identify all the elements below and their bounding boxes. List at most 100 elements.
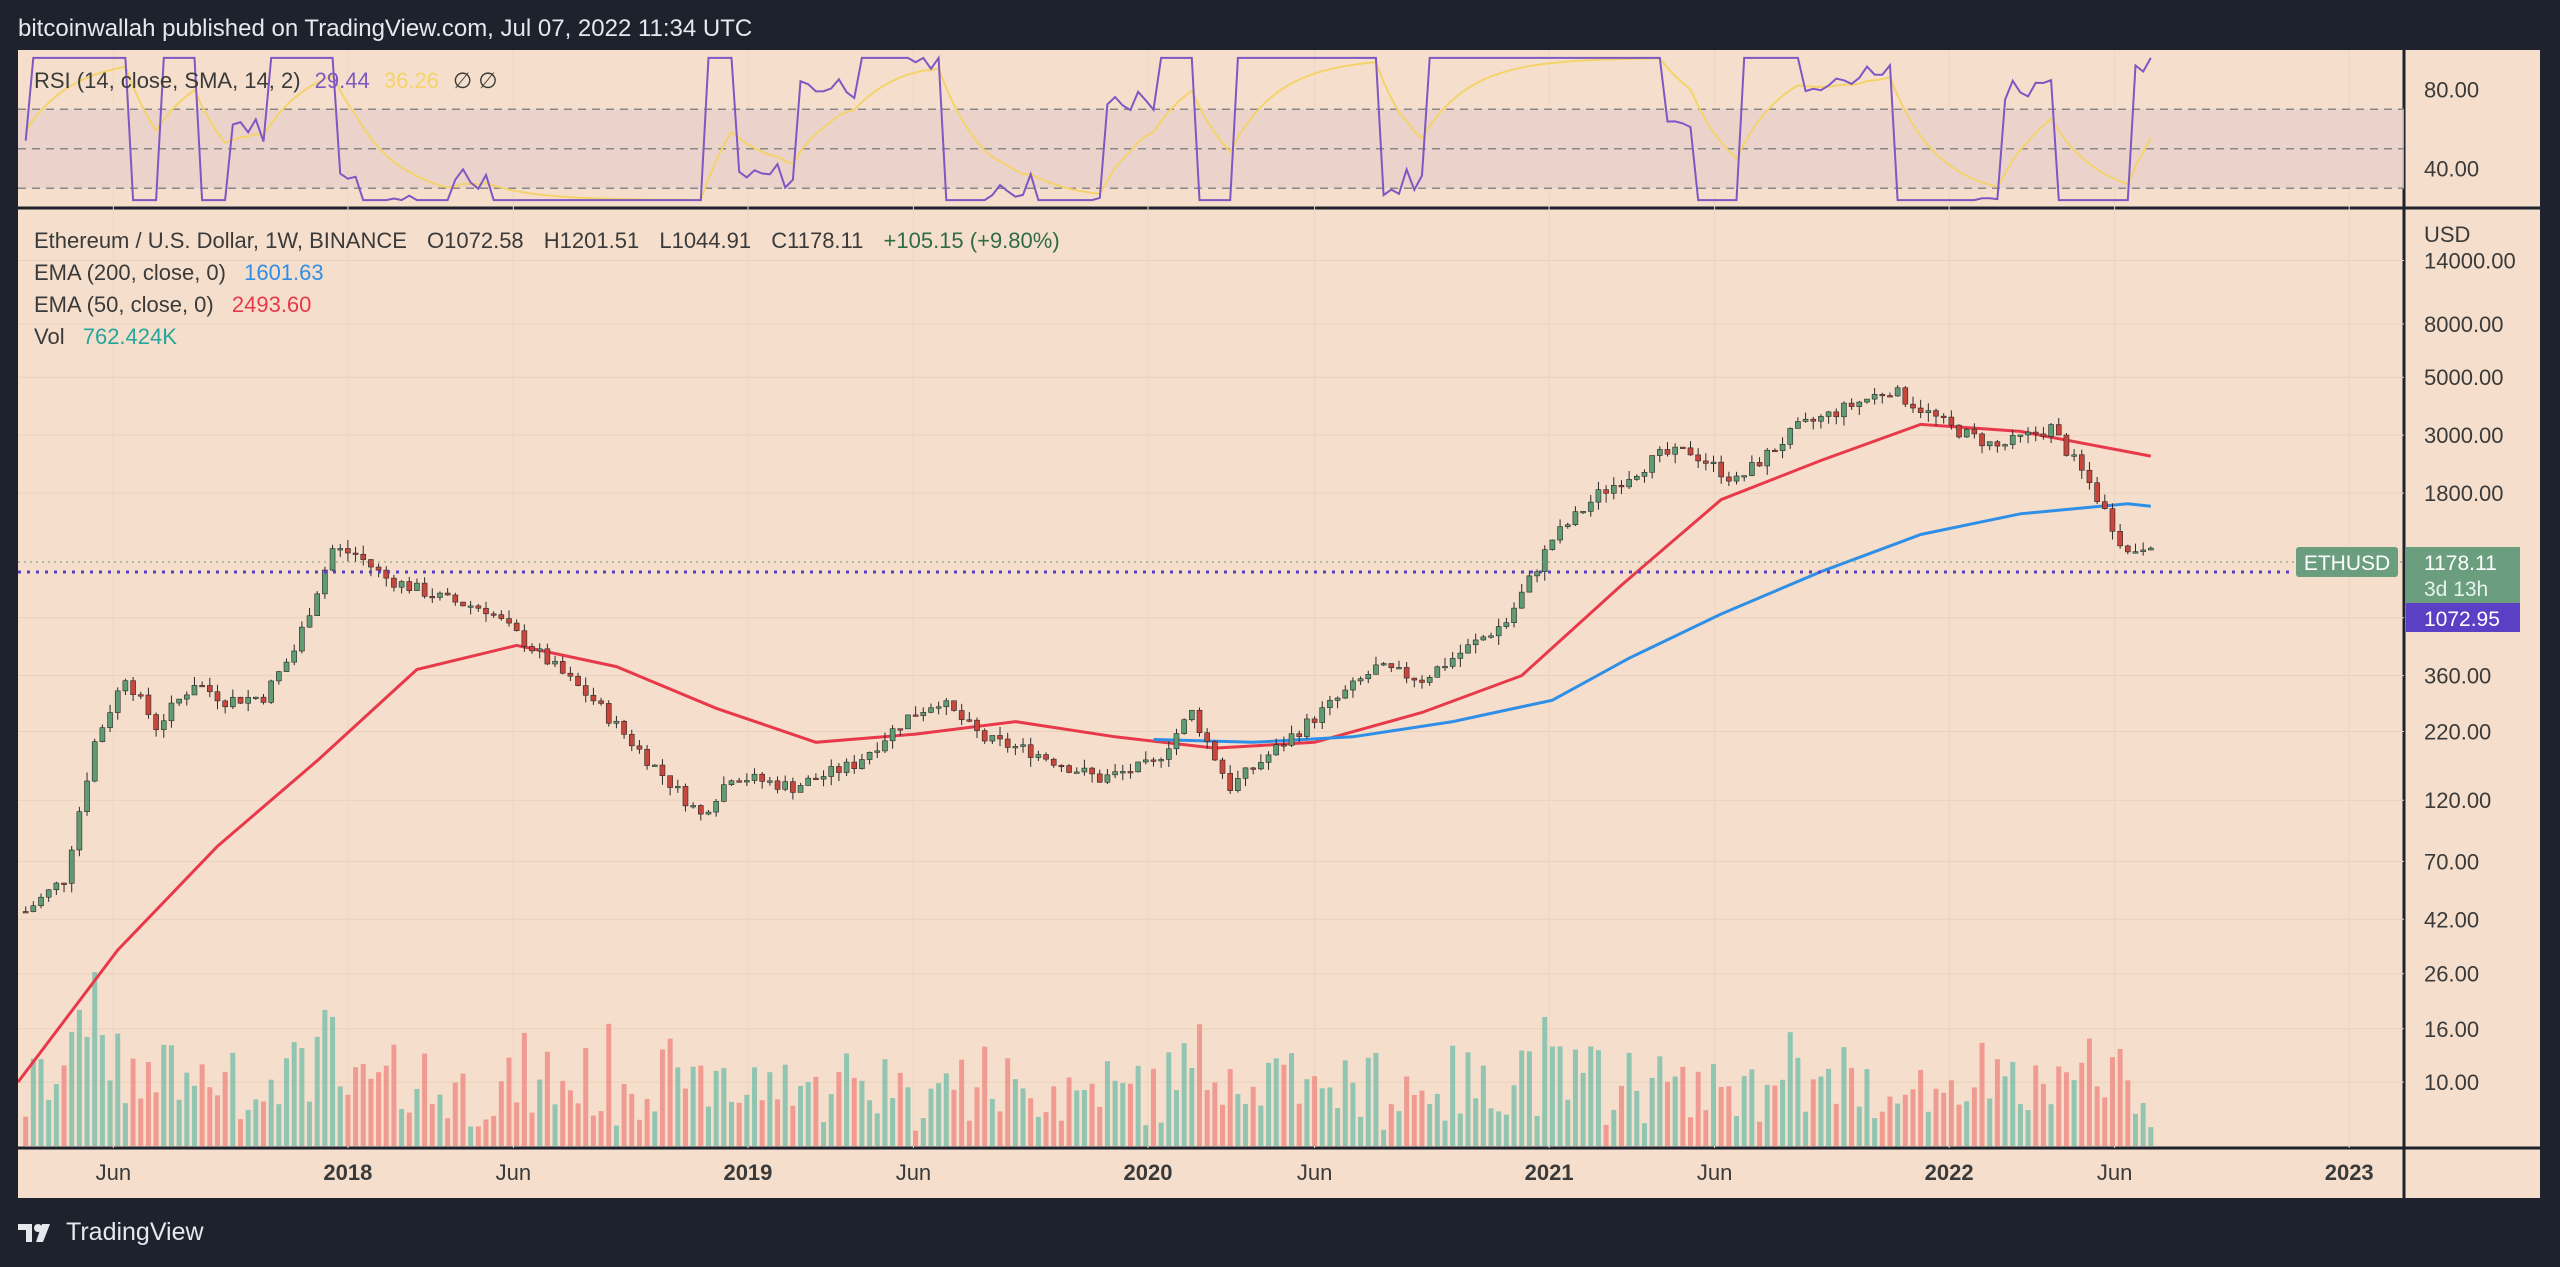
candle-body <box>1703 460 1709 464</box>
chart-svg[interactable]: 80.00 40.00 14000.00 8000.00 5000.00 3000.00… <box>16 50 2540 1198</box>
volume-bar <box>1112 1080 1118 1146</box>
volume-bar <box>1833 1103 1839 1146</box>
candle-body <box>1587 501 1594 512</box>
volume-bar <box>1879 1111 1885 1146</box>
volume-bar <box>1342 1060 1348 1146</box>
volume-bar <box>805 1082 811 1146</box>
volume-bar <box>798 1085 804 1146</box>
last-price-tag-bg[interactable] <box>2406 547 2520 603</box>
volume-bar <box>1005 1058 1011 1146</box>
chart-frame[interactable]: 80.00 40.00 14000.00 8000.00 5000.00 3000.00… <box>16 50 2540 1198</box>
candle-body <box>1856 401 1863 407</box>
volume-bar <box>199 1064 205 1146</box>
candle-body <box>2140 549 2146 552</box>
candle-body <box>1971 428 1978 435</box>
candle-body <box>1419 679 1425 683</box>
volume-bar <box>728 1101 734 1146</box>
candle-body <box>1319 707 1326 723</box>
candle-body <box>1864 398 1870 403</box>
volume-bar <box>1595 1050 1601 1146</box>
candle-body <box>30 905 37 912</box>
candle-body <box>1227 773 1233 791</box>
candle-body <box>1189 709 1195 721</box>
volume-bar <box>1312 1076 1318 1146</box>
ema50-line <box>16 422 2152 1084</box>
candle-body <box>1066 765 1072 773</box>
candle-body <box>329 548 336 571</box>
candle-body <box>2017 434 2024 437</box>
candle-body <box>1503 622 1510 627</box>
volume-bar <box>1388 1104 1394 1146</box>
volume-bar <box>176 1099 182 1146</box>
volume-bar <box>253 1099 259 1146</box>
candle-body <box>1818 416 1824 422</box>
volume-bar <box>30 1058 36 1146</box>
volume-bar <box>1526 1051 1532 1146</box>
candle-body <box>2109 508 2116 532</box>
volume-bar <box>1703 1110 1709 1146</box>
candle-body <box>1127 771 1134 774</box>
volume-bar <box>2109 1057 2115 1146</box>
candle-body <box>1488 635 1494 638</box>
candle-body <box>1235 778 1241 791</box>
volume-bar <box>966 1120 972 1146</box>
volume-bar <box>2048 1104 2054 1146</box>
volume-bar <box>2125 1080 2131 1146</box>
candle-body <box>506 618 512 624</box>
volume-bar <box>2132 1113 2138 1146</box>
volume-bar <box>1849 1067 1855 1146</box>
volume-bar <box>1127 1083 1133 1146</box>
symbol-tag-bg[interactable] <box>2296 547 2398 577</box>
open-price-tag-bg[interactable] <box>2406 603 2520 632</box>
volume-bar <box>560 1080 566 1146</box>
volume-bar <box>974 1087 980 1146</box>
candle-body <box>621 720 627 735</box>
candle-body <box>521 630 528 647</box>
volume-bar <box>2071 1080 2077 1146</box>
candle-body <box>644 748 650 766</box>
candle-body <box>1388 663 1395 669</box>
volume-bar <box>99 1035 105 1146</box>
candle-body <box>160 720 167 731</box>
candle-body <box>759 773 765 782</box>
volume-bar <box>1695 1071 1701 1146</box>
volume-bar <box>1603 1124 1609 1146</box>
candle-body <box>659 764 666 777</box>
candle-body <box>207 685 213 693</box>
volume-bar <box>1749 1069 1755 1146</box>
candle-body <box>1380 663 1387 666</box>
candle-body <box>45 889 52 898</box>
candle-body <box>1104 774 1111 783</box>
candle-body <box>1434 666 1441 678</box>
volume-bar <box>698 1065 704 1146</box>
candle-body <box>1350 680 1356 691</box>
volume-bar <box>230 1052 236 1146</box>
volume-bar <box>506 1057 512 1146</box>
volume-bar <box>1419 1090 1425 1146</box>
volume-bar <box>2079 1062 2085 1146</box>
volume-bar <box>1772 1085 1778 1146</box>
ema200-label: EMA (200, close, 0) <box>34 260 226 285</box>
candle-body <box>2048 424 2054 437</box>
candle-body <box>490 613 497 616</box>
candle-body <box>1848 402 1855 407</box>
candle-body <box>1004 738 1011 748</box>
candle-body <box>61 882 67 885</box>
candle-body <box>1311 718 1318 723</box>
time-tick-label: 2020 <box>1124 1160 1173 1185</box>
volume-bar <box>1365 1057 1371 1146</box>
volume-bar <box>897 1072 903 1146</box>
candle-body <box>836 766 842 773</box>
candle-body <box>790 781 796 793</box>
volume-bar <box>1335 1108 1341 1146</box>
volume-bar <box>1534 1115 1540 1146</box>
candle-body <box>690 805 696 808</box>
candle-body <box>375 566 382 571</box>
volume-bar <box>682 1088 688 1146</box>
volume-bar <box>1158 1122 1164 1146</box>
candle-body <box>1273 744 1280 756</box>
candle-body <box>276 671 282 682</box>
candle-body <box>713 801 719 813</box>
candle-body <box>1357 678 1364 682</box>
volume-bar <box>1327 1087 1333 1146</box>
